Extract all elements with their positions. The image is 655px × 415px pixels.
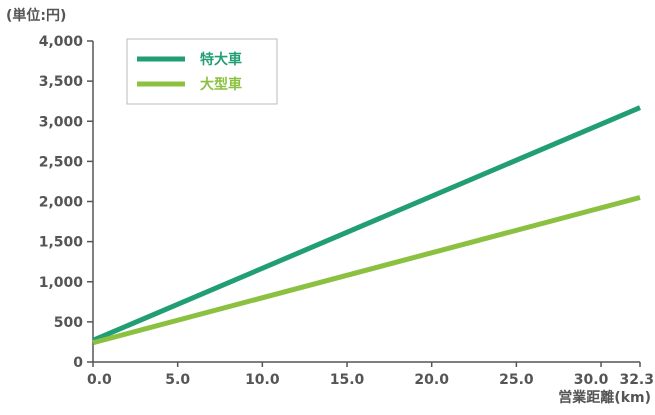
x-tick-label: 20.0 [414, 372, 449, 388]
legend-box [126, 38, 278, 105]
x-tick-label: 25.0 [499, 372, 534, 388]
series-layer [92, 105, 641, 346]
y-tick-label: 2,000 [39, 195, 84, 211]
x-tick-label: 32.3 [619, 372, 654, 388]
x-tick-label: 30.0 [574, 372, 609, 388]
x-tick-label: 10.0 [245, 372, 280, 388]
y-tick-label: 4,000 [39, 34, 84, 50]
legend-label-1: 特大車 [200, 51, 242, 68]
x-tick-label: 5.0 [165, 372, 190, 388]
x-tick-label: 15.0 [330, 372, 365, 388]
axes: 0 500 1,000 1,500 2,000 2,500 3,000 3,500 4,000 0… [39, 34, 654, 388]
series-line-2 [92, 195, 641, 346]
y-tick-label: 1,000 [39, 275, 84, 291]
y-axis-unit-label: (単位:円) [6, 7, 66, 24]
y-tick-label: 0 [73, 355, 83, 371]
x-axis-label: 営業距離(km) [558, 389, 651, 406]
y-tick-label: 500 [54, 315, 83, 331]
y-tick-label: 3,500 [39, 74, 84, 90]
x-tick-label: 0.0 [87, 372, 112, 388]
y-tick-label: 2,500 [39, 154, 84, 170]
y-tick-label: 3,000 [39, 114, 84, 130]
series-line-1 [92, 105, 641, 343]
legend-label-2: 大型車 [200, 76, 242, 93]
y-tick-label: 1,500 [39, 235, 84, 251]
